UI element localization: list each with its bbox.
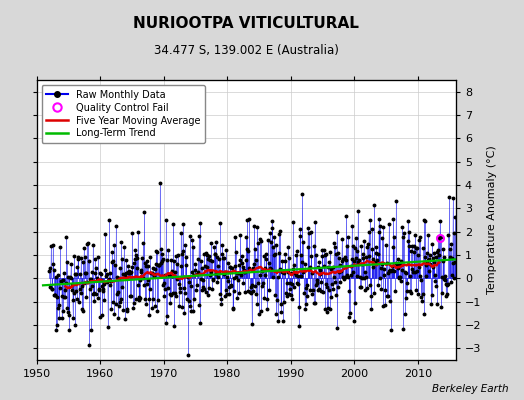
Text: NURIOOTPA VITICULTURAL: NURIOOTPA VITICULTURAL (133, 16, 359, 31)
Y-axis label: Temperature Anomaly (°C): Temperature Anomaly (°C) (487, 146, 497, 294)
Text: 34.477 S, 139.002 E (Australia): 34.477 S, 139.002 E (Australia) (154, 44, 339, 57)
Text: Berkeley Earth: Berkeley Earth (432, 384, 508, 394)
Legend: Raw Monthly Data, Quality Control Fail, Five Year Moving Average, Long-Term Tren: Raw Monthly Data, Quality Control Fail, … (41, 85, 205, 143)
